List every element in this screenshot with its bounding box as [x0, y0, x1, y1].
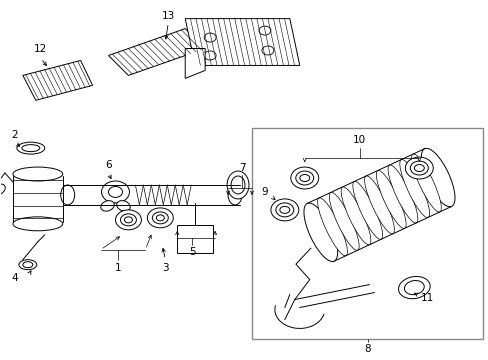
Ellipse shape [61, 185, 75, 205]
Polygon shape [108, 28, 205, 75]
Ellipse shape [226, 171, 248, 199]
Polygon shape [185, 49, 205, 78]
Text: 13: 13 [162, 11, 175, 21]
Text: 1: 1 [115, 263, 122, 273]
Ellipse shape [17, 142, 45, 154]
Ellipse shape [387, 165, 417, 223]
Ellipse shape [409, 161, 427, 175]
Ellipse shape [124, 217, 132, 223]
Ellipse shape [0, 184, 5, 196]
Text: 9: 9 [261, 187, 268, 197]
Text: 8: 8 [364, 345, 370, 354]
Ellipse shape [411, 154, 440, 212]
Ellipse shape [227, 185, 242, 205]
Ellipse shape [23, 262, 33, 268]
Ellipse shape [270, 199, 298, 221]
Text: 4: 4 [12, 273, 18, 283]
Ellipse shape [203, 33, 216, 42]
Text: 7: 7 [238, 163, 245, 173]
Ellipse shape [279, 206, 289, 213]
Ellipse shape [405, 157, 432, 179]
Ellipse shape [295, 171, 313, 185]
Text: 11: 11 [420, 293, 433, 302]
Ellipse shape [262, 46, 273, 55]
Text: 6: 6 [105, 160, 112, 170]
Ellipse shape [364, 176, 393, 234]
Ellipse shape [399, 159, 428, 217]
Ellipse shape [404, 280, 424, 295]
Bar [251, 128, 482, 339]
Ellipse shape [398, 276, 429, 299]
Text: 3: 3 [162, 263, 168, 273]
Ellipse shape [317, 198, 346, 256]
Ellipse shape [108, 186, 122, 197]
Ellipse shape [102, 181, 129, 203]
Ellipse shape [152, 212, 168, 224]
Ellipse shape [304, 203, 337, 262]
Ellipse shape [376, 170, 405, 229]
Ellipse shape [275, 203, 293, 217]
Ellipse shape [352, 181, 382, 239]
Ellipse shape [421, 148, 454, 207]
Ellipse shape [13, 217, 62, 231]
Ellipse shape [299, 175, 309, 181]
Ellipse shape [117, 201, 130, 211]
Ellipse shape [101, 201, 114, 211]
Text: 5: 5 [188, 247, 195, 257]
Ellipse shape [413, 165, 424, 171]
Ellipse shape [22, 145, 40, 152]
Text: 2: 2 [12, 130, 18, 140]
Ellipse shape [13, 167, 62, 181]
Ellipse shape [19, 260, 37, 270]
Text: 12: 12 [34, 44, 47, 54]
Bar [177, 225, 213, 253]
Ellipse shape [329, 192, 358, 250]
Text: 10: 10 [352, 135, 366, 145]
Polygon shape [185, 19, 299, 66]
Ellipse shape [120, 214, 136, 226]
Ellipse shape [156, 215, 164, 221]
Ellipse shape [259, 26, 270, 35]
Polygon shape [23, 60, 92, 100]
Ellipse shape [203, 51, 216, 60]
Ellipse shape [147, 208, 173, 228]
Ellipse shape [115, 210, 141, 230]
Ellipse shape [290, 167, 318, 189]
Ellipse shape [230, 176, 244, 194]
Ellipse shape [341, 187, 370, 245]
